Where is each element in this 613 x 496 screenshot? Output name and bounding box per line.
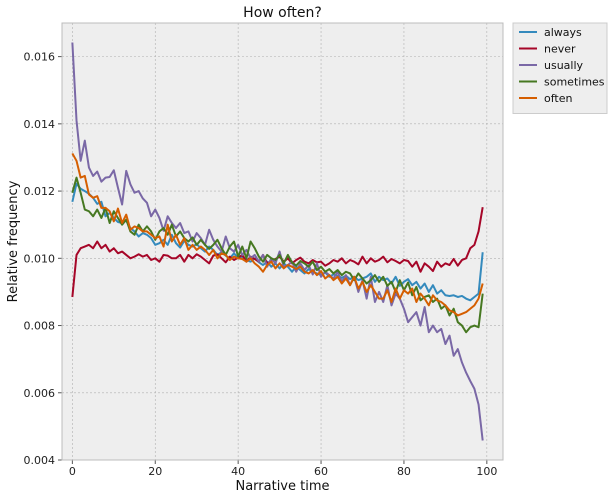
y-tick-label: 0.016 [24,51,56,64]
x-tick-label: 80 [397,465,411,478]
plot-frame [61,22,504,461]
legend-label-always: always [544,26,582,39]
x-tick-label: 60 [314,465,328,478]
x-tick-label: 100 [476,465,497,478]
legend: always never usually sometimes often [512,22,608,114]
y-tick-label: 0.008 [24,320,56,333]
x-tick-label: 20 [148,465,162,478]
y-tick-label: 0.010 [24,252,56,265]
chart-title: How often? [243,5,322,21]
x-axis-title: Narrative time [235,479,329,494]
legend-label-usually: usually [544,59,584,72]
x-tick-label: 40 [231,465,245,478]
legend-label-never: never [544,43,576,56]
x-axis-ticks: 0 20 40 60 80 100 [69,460,497,478]
x-tick-label: 0 [69,465,76,478]
y-tick-label: 0.014 [24,118,56,131]
y-tick-label: 0.006 [24,387,56,400]
y-tick-label: 0.012 [24,185,56,198]
plot-area [62,23,503,460]
y-axis-ticks: 0.004 0.006 0.008 0.010 0.012 0.014 0.016 [24,51,62,467]
legend-label-sometimes: sometimes [544,76,605,89]
series-line-sometimes [71,176,484,334]
series-line-often [71,152,484,317]
y-tick-label: 0.004 [24,454,56,467]
y-axis-title: Relative frequency [6,180,21,302]
series-lines [71,42,484,441]
legend-label-often: often [544,92,572,105]
